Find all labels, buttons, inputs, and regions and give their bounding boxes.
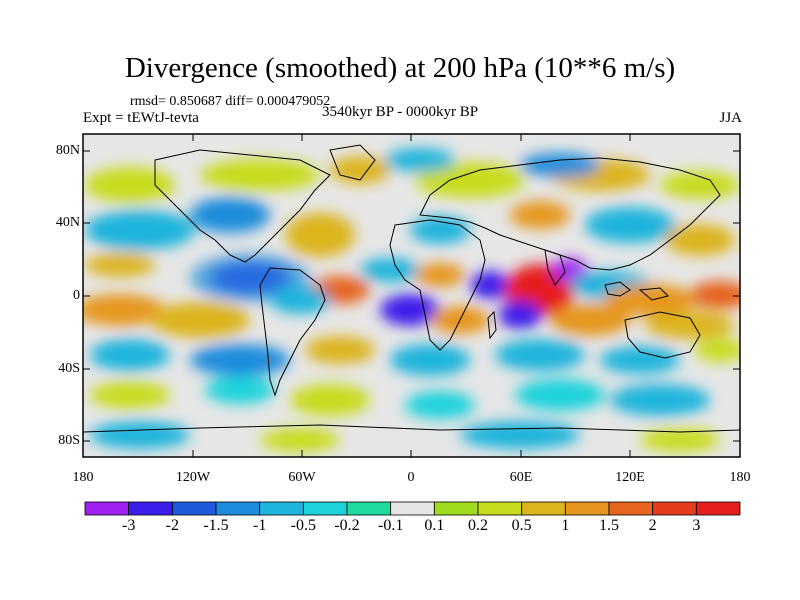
colorbar-label: 2	[648, 517, 657, 534]
colorbar-swatch	[521, 501, 566, 516]
lon-label-120e: 120E	[615, 470, 645, 485]
lon-label-60w: 60W	[288, 470, 316, 485]
rmsd-stats: rmsd= 0.850687 diff= 0.000479052	[130, 94, 331, 109]
colorbar-label: 0.1	[424, 517, 445, 534]
colorbar-label: -1.5	[203, 517, 229, 534]
colorbar-label: -1	[252, 517, 267, 534]
lat-label-80n: 80N	[55, 143, 80, 158]
lon-label-120w: 120W	[175, 470, 211, 485]
colorbar-swatch	[84, 501, 130, 516]
lon-label-0: 0	[407, 470, 415, 485]
colorbar-swatch	[477, 501, 523, 516]
colorbar-swatch	[564, 501, 610, 516]
map-title: Divergence (smoothed) at 200 hPa (10**6 …	[124, 52, 676, 84]
colorbar-swatch	[171, 501, 217, 516]
colorbar-swatch	[433, 501, 479, 516]
colorbar-swatch	[695, 501, 741, 516]
colorbar-swatch	[652, 501, 697, 516]
colorbar-label: -0.2	[334, 517, 360, 534]
colorbar-label: -2	[165, 517, 179, 534]
colorbar-label: 1.5	[599, 517, 619, 534]
colorbar-swatch	[128, 501, 173, 516]
period-label: 3540kyr BP - 0000kyr BP	[321, 104, 479, 120]
divergence-field	[83, 134, 740, 457]
lon-label-180-left: 180	[72, 470, 94, 485]
colorbar-label: -0.5	[290, 517, 316, 534]
lat-label-80s: 80S	[58, 433, 80, 448]
colorbar-label: 0.5	[511, 517, 532, 534]
colorbar-label: 3	[692, 517, 701, 534]
lat-label-40s: 40S	[58, 361, 80, 376]
colorbar-swatch	[215, 501, 261, 516]
coastlines	[83, 144, 740, 433]
colorbar-label: 1	[561, 517, 570, 534]
colorbar-label: -0.1	[377, 517, 404, 534]
colorbar-swatch	[608, 501, 654, 516]
axis-ticks	[82, 134, 741, 457]
colorbar-swatch	[302, 501, 348, 516]
colorbar	[84, 501, 741, 516]
lat-label-equator: 0	[73, 288, 80, 303]
season-label: JJA	[719, 110, 742, 126]
colorbar-swatch	[259, 501, 304, 516]
colorbar-label: 0.2	[468, 517, 488, 534]
lat-label-40n: 40N	[55, 215, 80, 230]
colorbar-label: -3	[121, 517, 136, 534]
lon-label-60e: 60E	[509, 470, 533, 485]
experiment-label: Expt = tEWtJ-tevta	[83, 110, 199, 126]
colorbar-swatch	[346, 501, 392, 516]
lon-label-180-right: 180	[729, 470, 751, 485]
colorbar-swatch	[390, 501, 435, 516]
